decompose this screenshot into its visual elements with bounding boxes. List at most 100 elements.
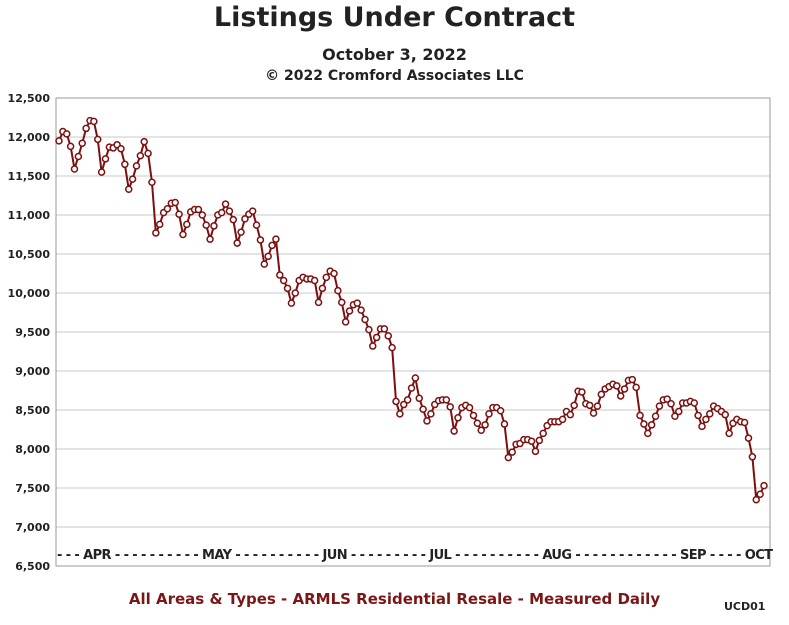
x-axis-month-labels: - - - APR - - - - - - - - - - MAY - - - … <box>57 548 773 563</box>
data-point <box>465 403 474 412</box>
data-point <box>616 392 625 400</box>
data-point <box>217 208 226 217</box>
data-point <box>175 210 183 218</box>
data-point <box>647 421 656 429</box>
data-point <box>78 139 86 147</box>
data-point <box>279 276 288 285</box>
data-point <box>272 235 280 243</box>
data-point <box>644 429 652 438</box>
data-point <box>651 412 660 420</box>
data-point <box>310 276 319 285</box>
y-tick-label: 11,000 <box>8 209 51 222</box>
data-point <box>357 306 365 314</box>
data-point <box>473 419 482 428</box>
data-point <box>136 151 145 160</box>
data-point <box>225 207 234 215</box>
y-tick-label: 7,500 <box>15 482 50 495</box>
y-tick-label: 9,500 <box>15 326 50 339</box>
data-point <box>392 397 400 406</box>
data-point <box>485 410 493 418</box>
data-point <box>365 325 373 334</box>
data-point <box>152 229 160 237</box>
data-point <box>90 117 98 126</box>
data-point <box>117 144 125 153</box>
data-point <box>690 399 699 407</box>
data-point <box>411 374 420 382</box>
data-point <box>702 415 710 424</box>
data-point <box>330 269 338 278</box>
data-point <box>558 415 567 424</box>
data-point <box>675 407 683 416</box>
data-point <box>206 235 214 243</box>
data-point <box>388 343 396 352</box>
data-point <box>144 149 152 158</box>
data-point <box>372 333 381 342</box>
data-point <box>194 205 203 214</box>
data-point <box>183 220 191 229</box>
data-point <box>698 422 706 431</box>
data-point <box>97 168 106 176</box>
y-tick-label: 8,500 <box>15 404 50 417</box>
y-tick-label: 6,500 <box>15 560 50 573</box>
data-point <box>237 228 245 236</box>
data-point <box>128 175 137 183</box>
data-point <box>283 284 292 293</box>
data-point <box>341 318 350 326</box>
data-point <box>407 384 416 392</box>
data-point <box>570 401 578 410</box>
data-point <box>725 429 733 438</box>
data-point <box>221 200 230 208</box>
data-point <box>140 137 148 146</box>
y-tick-labels: 6,500 7,000 7,500 8,000 8,500 9,000 9,500 10,00… <box>8 92 51 573</box>
chart-copyright: © 2022 Cromford Associates LLC <box>265 68 524 84</box>
data-point <box>252 221 261 229</box>
data-point <box>706 410 714 418</box>
data-point <box>314 298 323 307</box>
y-tick-label: 9,000 <box>15 365 50 378</box>
data-point <box>535 436 544 445</box>
data-point <box>179 230 187 239</box>
data-point <box>748 453 757 461</box>
data-point <box>539 429 547 438</box>
data-point <box>101 155 110 163</box>
data-point <box>361 315 369 324</box>
y-tick-label: 7,000 <box>15 521 50 534</box>
data-point <box>276 271 284 279</box>
data-point <box>632 383 640 392</box>
data-point <box>589 409 598 417</box>
data-point <box>63 130 71 138</box>
data-point <box>148 178 156 186</box>
data-point <box>93 135 102 144</box>
data-point <box>508 448 516 456</box>
data-points <box>55 116 768 504</box>
data-point <box>585 401 594 410</box>
data-point <box>229 215 238 224</box>
data-point <box>155 220 164 229</box>
data-point <box>171 198 179 207</box>
data-point <box>744 434 753 442</box>
data-point <box>248 207 257 215</box>
data-point <box>500 420 509 428</box>
data-point <box>496 407 505 415</box>
data-point <box>202 221 210 229</box>
y-tick-label: 8,000 <box>15 443 50 456</box>
chart-title: Listings Under Contract <box>213 2 576 33</box>
data-point <box>636 411 644 420</box>
data-point <box>640 420 648 428</box>
data-point <box>423 417 431 425</box>
data-point <box>124 185 133 194</box>
data-point <box>578 388 586 396</box>
data-point <box>756 490 764 498</box>
data-point <box>66 142 75 151</box>
data-point <box>403 396 412 404</box>
data-point <box>620 385 629 393</box>
y-tick-label: 11,500 <box>8 170 51 183</box>
data-point <box>396 410 404 418</box>
data-point <box>233 239 241 247</box>
data-point <box>210 222 218 230</box>
data-point <box>442 396 451 404</box>
data-point <box>527 437 536 445</box>
data-point <box>469 411 478 420</box>
data-point <box>628 375 637 384</box>
